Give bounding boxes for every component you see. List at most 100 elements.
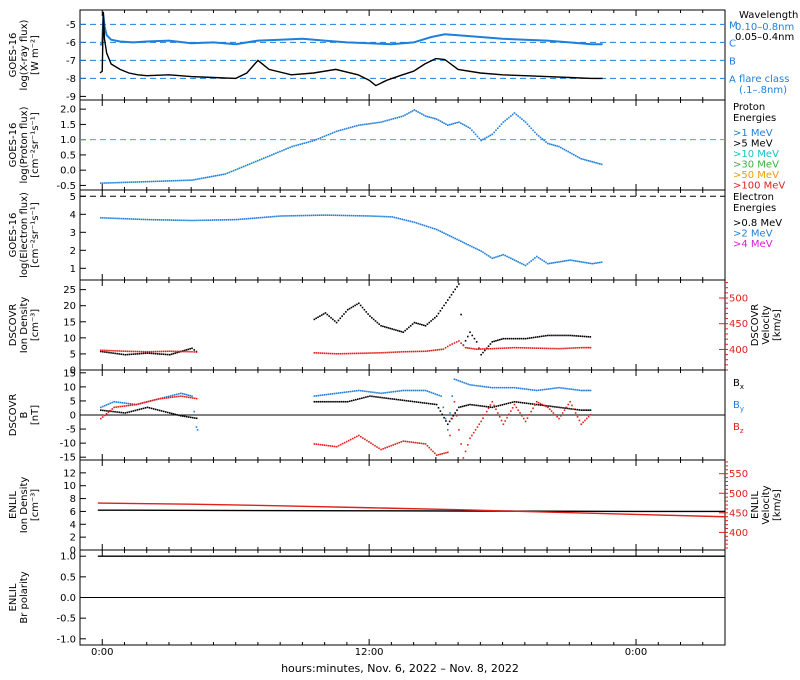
data-point-Ion Density [432, 318, 434, 321]
data-point-Bx [419, 401, 422, 404]
y-tick-label: -5 [66, 425, 76, 436]
data-point-Bz [315, 443, 318, 445]
data-point-Ion Density [359, 304, 362, 307]
data-point->1 MeV [160, 180, 163, 182]
data-point-By [489, 386, 492, 389]
data-point->2 MeV [183, 219, 185, 222]
data-point->1 MeV [206, 176, 209, 179]
data-point->2 MeV [128, 218, 131, 220]
data-point-Bx [327, 400, 329, 403]
data-point->1 MeV [345, 127, 348, 130]
data-point-Bx [535, 403, 538, 406]
data-point-Ion Density [154, 352, 157, 355]
data-point-Bz [563, 409, 566, 411]
data-point->1 MeV [360, 124, 362, 126]
data-point-Bz [325, 444, 328, 447]
data-point->2 MeV [429, 226, 432, 229]
data-point->2 MeV [495, 256, 497, 258]
data-point->1 MeV [489, 134, 492, 137]
data-point-Bx [381, 396, 383, 399]
data-point-Bx [363, 396, 365, 399]
data-point->2 MeV [480, 250, 482, 252]
data-point->2 MeV [272, 215, 274, 218]
data-point->2 MeV [223, 219, 226, 221]
data-point-Velocity [382, 351, 384, 354]
data-point-Velocity [106, 349, 108, 352]
data-point-Bz [455, 415, 458, 417]
data-point->2 MeV [543, 260, 545, 263]
x-tick-label: 12:00 [355, 647, 384, 658]
data-point->1 MeV [208, 176, 211, 178]
y-tick-label: -10 [60, 439, 76, 450]
data-point-Ion Density [489, 343, 492, 345]
data-point-Velocity [187, 350, 189, 353]
legend-title: Energies [733, 203, 776, 214]
data-point->1 MeV [252, 161, 255, 164]
data-point->1 MeV [201, 177, 203, 180]
data-point-Bx [497, 405, 500, 407]
data-point-Bz [576, 415, 579, 418]
data-point->1 MeV [232, 169, 235, 172]
data-point-Ion Density [168, 353, 171, 356]
data-point-Ion Density [339, 317, 342, 320]
data-point->1 MeV [181, 179, 183, 182]
data-point-Velocity [331, 352, 334, 355]
data-point-Bx [423, 402, 426, 404]
data-point->1 MeV [497, 127, 499, 130]
data-point->1 MeV [329, 133, 332, 135]
data-point-By [167, 395, 170, 398]
data-point-Velocity [572, 347, 574, 349]
data-point-Bx [128, 411, 131, 413]
data-point-Bz [495, 408, 497, 411]
data-point->1 MeV [248, 163, 251, 165]
data-point-Ion Density [124, 353, 127, 356]
data-point-Ion Density [160, 353, 163, 355]
data-point-By [392, 390, 394, 393]
data-point->1 MeV [335, 130, 338, 133]
y-axis-label: B [19, 411, 30, 418]
data-point-Bz [543, 404, 545, 407]
data-point->2 MeV [328, 214, 331, 216]
data-point->1 MeV [528, 125, 531, 128]
data-point-Bx [354, 398, 357, 401]
data-point-By [341, 391, 344, 394]
data-point-Ion Density [563, 334, 565, 337]
data-point-Ion Density [504, 337, 507, 340]
data-point-Ion Density [575, 335, 577, 337]
data-point-Velocity [162, 350, 165, 353]
data-point->1 MeV [317, 137, 320, 140]
data-point-Ion Density [380, 325, 382, 327]
data-point-Bx [570, 408, 572, 410]
flare-class-label: A [729, 74, 736, 85]
data-point-Bx [425, 402, 428, 405]
data-point->1 MeV [110, 182, 112, 184]
x-tick-label: 0:00 [625, 647, 647, 658]
data-point-Bx [348, 400, 351, 403]
data-point-Bx [367, 395, 369, 398]
data-point->2 MeV [361, 215, 363, 217]
data-point->2 MeV [532, 258, 534, 261]
data-point-By [449, 412, 451, 414]
data-point->2 MeV [162, 219, 165, 221]
data-point-Ion Density [434, 316, 436, 319]
data-point-Velocity [183, 350, 185, 353]
data-point-By [578, 389, 581, 392]
data-point-Bx [195, 417, 198, 420]
data-point-Velocity [523, 347, 526, 349]
data-point->1 MeV [545, 141, 547, 143]
data-point->2 MeV [522, 263, 525, 266]
data-point->2 MeV [312, 214, 315, 217]
data-point-Ion Density [484, 349, 486, 352]
data-point-Bx [359, 397, 361, 400]
data-point-By [181, 392, 184, 395]
data-point->1 MeV [510, 115, 512, 117]
data-point->1 MeV [204, 176, 207, 179]
data-point-Ion Density [406, 328, 408, 330]
data-point-Velocity [315, 352, 318, 354]
data-point-By [408, 389, 411, 392]
data-point-Ion Density [411, 323, 414, 325]
data-point-Ion Density [561, 334, 563, 337]
data-point->2 MeV [189, 219, 191, 222]
data-point-Ion Density [361, 306, 364, 309]
data-point->2 MeV [571, 259, 573, 262]
